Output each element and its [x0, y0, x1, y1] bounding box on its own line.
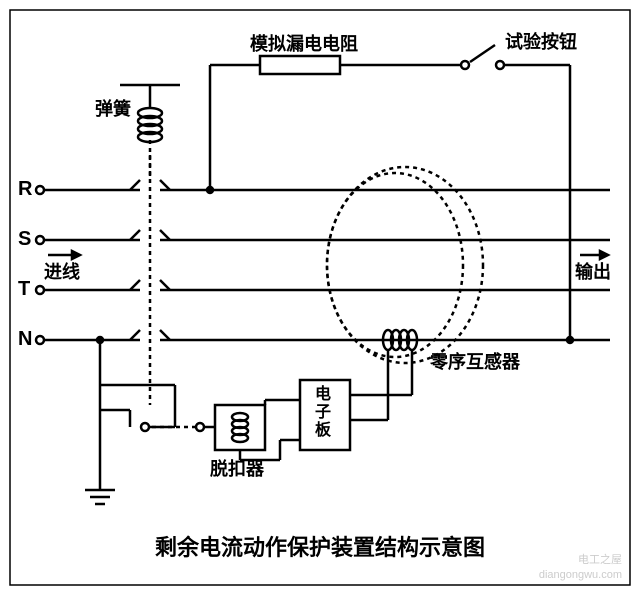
label-resistor: 模拟漏电电阻: [250, 30, 358, 56]
diagram-title: 剩余电流动作保护装置结构示意图: [0, 530, 640, 562]
label-spring: 弹簧: [95, 95, 131, 121]
label-pcb: 电子板: [308, 385, 332, 439]
label-trip: 脱扣器: [210, 455, 264, 481]
label-phase-n: N: [18, 328, 32, 351]
label-test-button: 试验按钮: [505, 28, 577, 54]
watermark-line1: 电工之屋: [578, 551, 622, 567]
label-zero-seq: 零序互感器: [430, 348, 520, 374]
watermark-line2: diangongwu.com: [539, 569, 622, 581]
circuit-diagram: 弹簧 模拟漏电电阻 试验按钮 R S T N 进线 输出 零序互感器 电子板 脱…: [0, 0, 640, 597]
label-output: 输出: [575, 258, 611, 284]
label-phase-t: T: [18, 278, 30, 301]
label-phase-r: R: [18, 178, 32, 201]
label-input: 进线: [44, 258, 80, 284]
label-phase-s: S: [18, 228, 31, 251]
diagram-svg: [0, 0, 640, 597]
